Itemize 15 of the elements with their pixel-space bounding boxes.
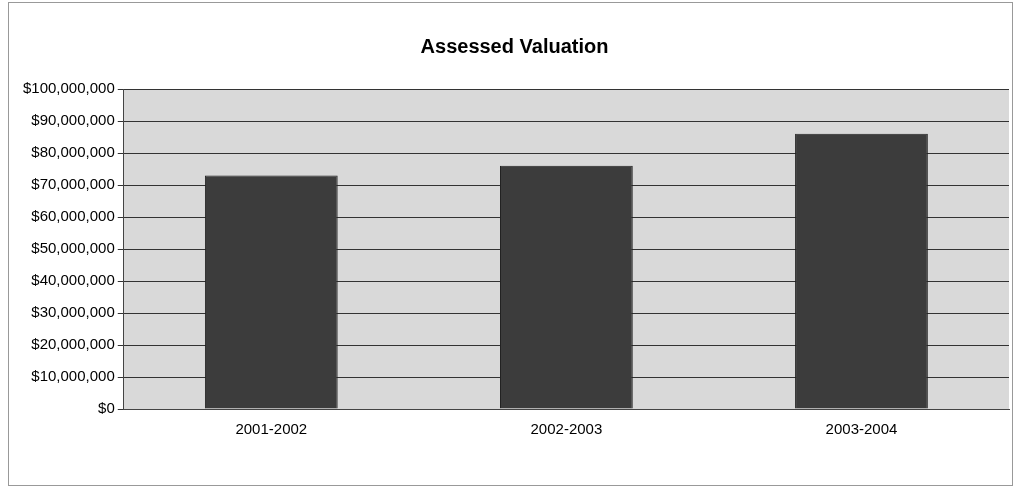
- y-tick-label: $20,000,000: [31, 335, 115, 353]
- y-tick-label: $100,000,000: [22, 79, 115, 97]
- x-tick-label: 2002-2003: [530, 420, 603, 438]
- chart-title: Assessed Valuation: [420, 34, 609, 57]
- y-tick-label: $0: [98, 399, 115, 417]
- y-tick-label: $50,000,000: [31, 239, 115, 257]
- y-tick-label: $70,000,000: [31, 175, 115, 193]
- y-tick-label: $90,000,000: [31, 111, 115, 129]
- x-tick-label: 2003-2004: [825, 420, 898, 438]
- x-tick-label: 2001-2002: [235, 420, 308, 438]
- y-tick-label: $80,000,000: [31, 143, 115, 161]
- y-tick-label: $10,000,000: [31, 367, 115, 385]
- y-tick-label: $40,000,000: [31, 271, 115, 289]
- y-tick-label: $60,000,000: [31, 207, 115, 225]
- y-tick-label: $30,000,000: [31, 303, 115, 321]
